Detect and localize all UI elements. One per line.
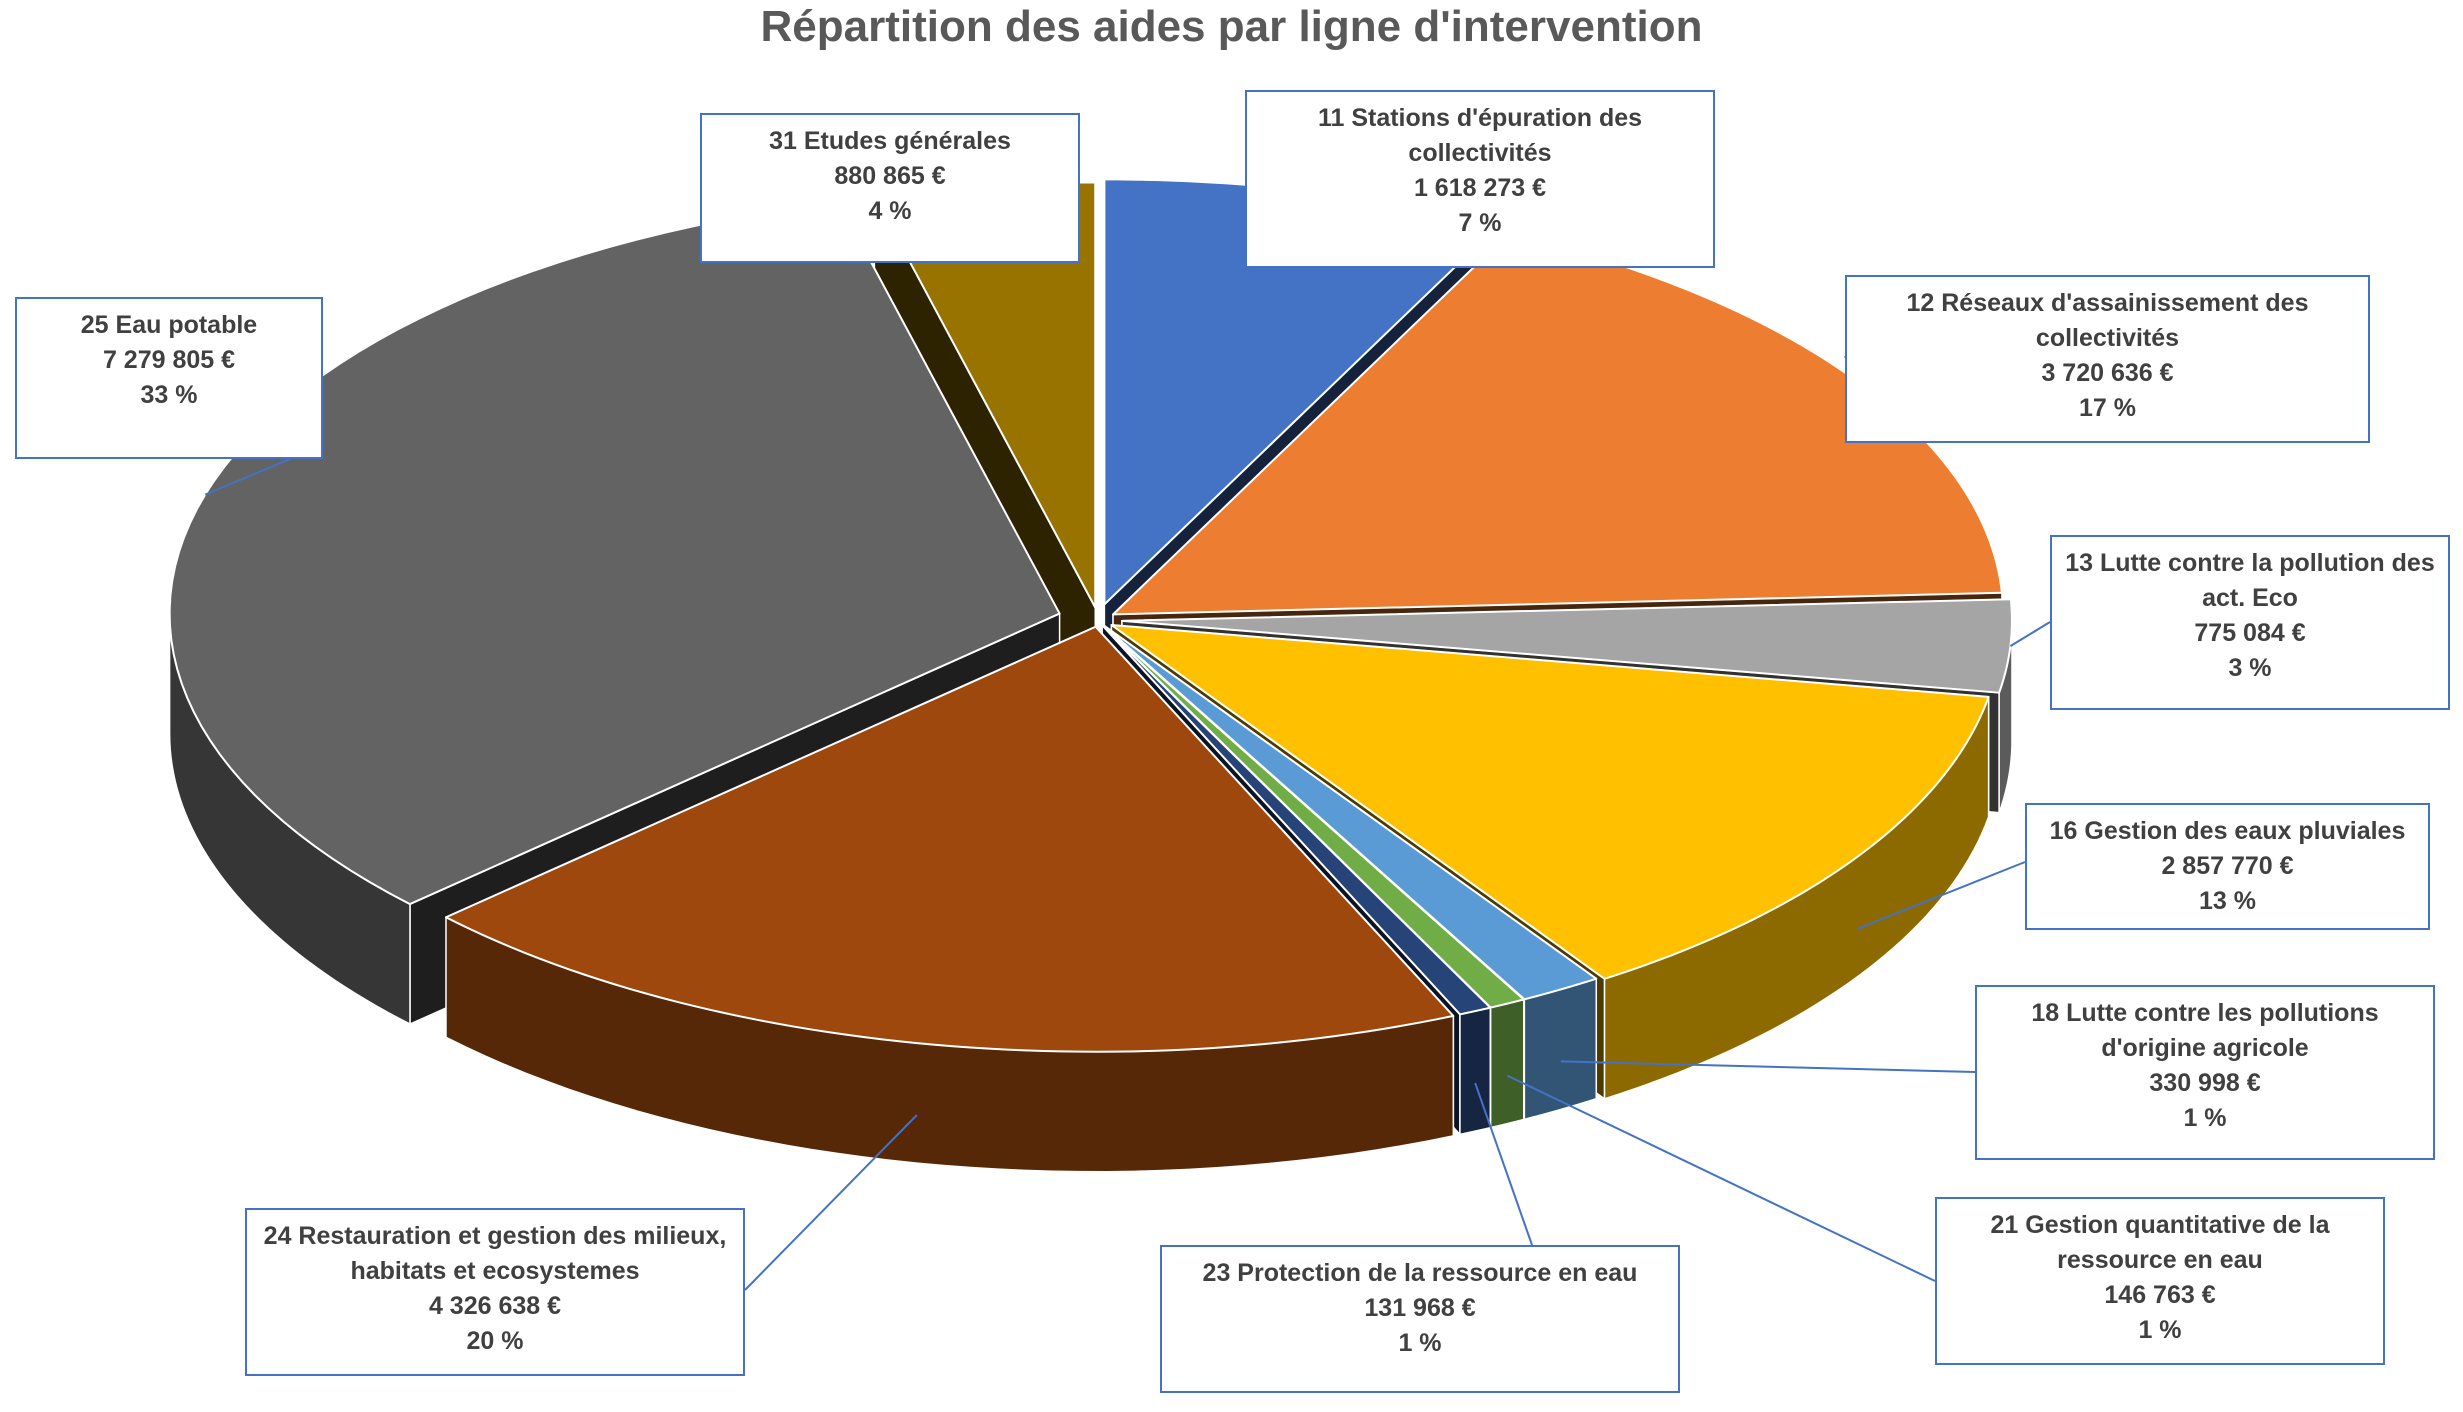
data-label-category: 24 Restauration et gestion des milieux, … [263, 1222, 727, 1285]
data-label-10: 31 Etudes générales 880 865 € 4 % [700, 113, 1080, 263]
leader-line-9 [204, 458, 291, 496]
data-label-1: 11 Stations d'épuration des collectivité… [1245, 90, 1715, 268]
leader-line-8 [744, 1114, 918, 1291]
data-label-percent: 1 % [2183, 1104, 2227, 1132]
pie-slice-4 [1110, 623, 1990, 980]
data-label-category: 11 Stations d'épuration des collectivité… [1317, 104, 1643, 167]
data-label-7: 23 Protection de la ressource en eau 131 … [1160, 1245, 1680, 1393]
leader-lines [204, 185, 2051, 1291]
leader-line-5 [1560, 1060, 1976, 1073]
data-label-percent: 17 % [2079, 394, 2136, 422]
data-label-value: 3 720 636 € [2041, 359, 2174, 387]
data-label-value: 880 865 € [834, 162, 946, 190]
pie-slice-8 [444, 625, 1455, 1053]
data-label-value: 4 326 638 € [428, 1292, 562, 1320]
data-label-category: 21 Gestion quantitative de la ressource … [1990, 1211, 2330, 1274]
data-label-category: 23 Protection de la ressource en eau [1202, 1259, 1638, 1287]
data-label-percent: 7 % [1458, 209, 1502, 237]
data-label-5: 18 Lutte contre les pollutions d'origine… [1975, 985, 2435, 1160]
pie-slice-5 [1102, 623, 1598, 1001]
data-label-category: 13 Lutte contre la pollution des act. Ec… [2065, 549, 2435, 612]
data-label-value: 775 084 € [2194, 619, 2306, 647]
data-label-category: 16 Gestion des eaux pluviales [2049, 817, 2406, 845]
data-label-percent: 1 % [2138, 1316, 2182, 1344]
data-label-value: 7 279 805 € [102, 346, 236, 374]
data-label-percent: 3 % [2228, 654, 2272, 682]
data-label-3: 13 Lutte contre la pollution des act. Ec… [2050, 535, 2450, 710]
pie-slice-6 [1101, 624, 1525, 1009]
data-label-percent: 1 % [1398, 1329, 1442, 1357]
data-label-value: 2 857 770 € [2161, 852, 2294, 880]
leader-line-4 [1857, 861, 2026, 930]
data-label-category: 12 Réseaux d'assainissement des collecti… [1906, 289, 2309, 352]
pie-slice-7 [1101, 624, 1492, 1016]
data-label-percent: 20 % [466, 1327, 524, 1355]
leader-line-7 [1474, 1082, 1533, 1246]
data-label-value: 1 618 273 € [1413, 174, 1547, 202]
data-label-value: 146 763 € [2104, 1281, 2216, 1309]
data-label-2: 12 Réseaux d'assainissement des collecti… [1845, 275, 2370, 443]
slice-side-5-outer [1523, 977, 1598, 1121]
data-label-category: 18 Lutte contre les pollutions d'origine… [2031, 999, 2379, 1062]
chart-title: Répartition des aides par ligne d'interv… [760, 2, 1703, 51]
data-label-category: 25 Eau potable [80, 311, 258, 339]
data-label-9: 25 Eau potable 7 279 805 € 33 % [15, 297, 323, 459]
data-label-4: 16 Gestion des eaux pluviales 2 857 770 €… [2025, 803, 2430, 930]
data-label-6: 21 Gestion quantitative de la ressource … [1935, 1197, 2385, 1365]
data-label-category: 31 Etudes générales [769, 127, 1011, 155]
slice-side-6-outer [1489, 998, 1525, 1129]
data-label-value: 330 998 € [2149, 1069, 2261, 1097]
leader-line-3 [2009, 621, 2051, 647]
slice-tops [168, 178, 2013, 1053]
data-label-percent: 33 % [140, 381, 198, 409]
data-label-8: 24 Restauration et gestion des milieux, … [245, 1208, 745, 1376]
data-label-percent: 4 % [868, 197, 912, 225]
data-label-value: 131 968 € [1364, 1294, 1476, 1322]
data-label-percent: 13 % [2199, 887, 2256, 915]
leader-line-6 [1506, 1074, 1936, 1282]
